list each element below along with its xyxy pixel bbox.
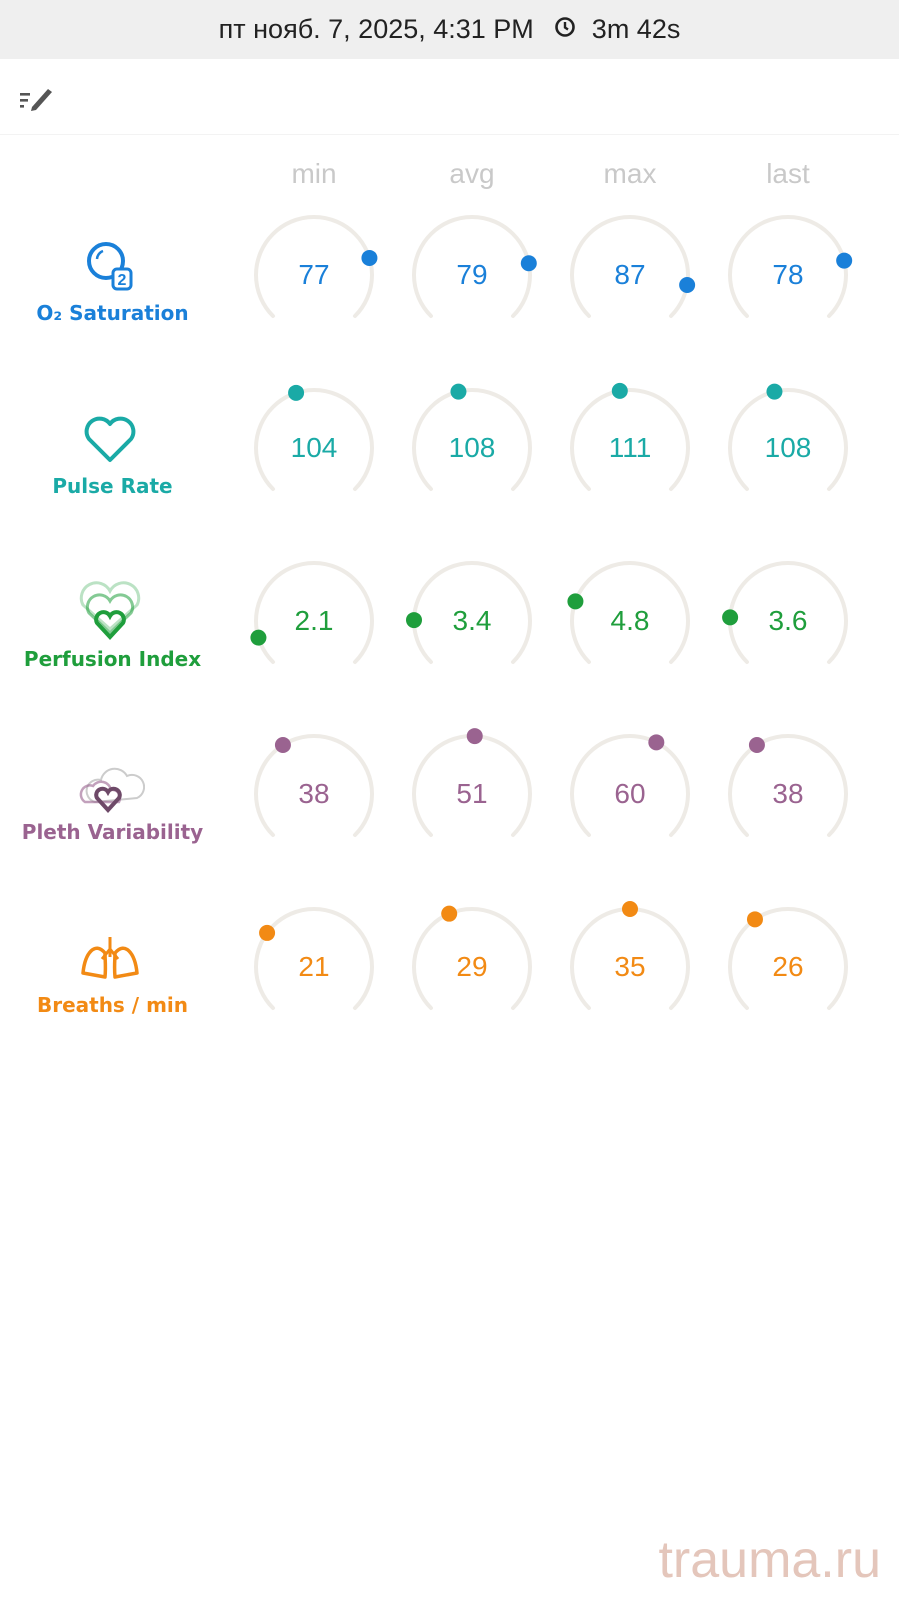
gauge-pulse-avg[interactable]: 108 — [402, 378, 542, 518]
column-header-last: last — [766, 158, 810, 189]
gauge-value: 51 — [456, 778, 488, 809]
column-header-avg: avg — [449, 158, 495, 189]
gauge-value: 79 — [456, 259, 488, 290]
gauge-value: 21 — [298, 951, 330, 982]
gauge-track — [254, 907, 374, 1011]
gauge-value: 87 — [614, 259, 646, 290]
gauge-track — [254, 734, 374, 838]
gauge-value: 35 — [614, 951, 646, 982]
layered-hearts-icon — [75, 581, 145, 641]
gauge-value: 26 — [772, 951, 804, 982]
gauge-track — [412, 215, 532, 319]
gauge-o2-avg[interactable]: 79 — [402, 205, 542, 345]
gauge-pleth-max[interactable]: 60 — [560, 724, 700, 864]
gauge-indicator-dot — [836, 252, 853, 269]
gauge-indicator-dot — [766, 383, 783, 400]
gauge-value: 104 — [290, 432, 338, 463]
clock-icon — [554, 14, 576, 45]
gauge-indicator-dot — [288, 384, 305, 401]
gauge-value: 60 — [614, 778, 646, 809]
gauge-indicator-dot — [520, 255, 537, 272]
toolbar — [0, 59, 899, 135]
gauge-value: 111 — [608, 432, 652, 463]
gauge-indicator-dot — [722, 609, 739, 626]
gauge-track — [728, 215, 848, 319]
gauge-indicator-dot — [748, 737, 765, 754]
gauge-track — [254, 561, 374, 665]
metric-label-breaths: Breaths / min — [36, 993, 189, 1017]
gauge-indicator-dot — [361, 249, 378, 266]
gauge-value: 3.6 — [768, 605, 808, 636]
gauge-track — [728, 907, 848, 1011]
gauge-indicator-dot — [679, 276, 696, 293]
gauge-pleth-min[interactable]: 38 — [244, 724, 384, 864]
gauge-track — [728, 388, 848, 492]
gauge-pleth-last[interactable]: 38 — [718, 724, 858, 864]
gauge-track — [412, 907, 532, 1011]
gauge-indicator-dot — [441, 905, 458, 922]
gauge-track — [254, 388, 374, 492]
gauge-indicator-dot — [466, 728, 483, 745]
gauge-track — [570, 561, 690, 665]
gauge-track — [412, 388, 532, 492]
gauge-pleth-avg[interactable]: 51 — [402, 724, 542, 864]
metric-label-perfusion: Perfusion Index — [23, 647, 202, 671]
gauge-indicator-dot — [250, 629, 267, 646]
gauge-track — [728, 734, 848, 838]
gauge-indicator-dot — [259, 924, 276, 941]
gauge-value: 4.8 — [610, 605, 650, 636]
gauge-breaths-avg[interactable]: 29 — [402, 897, 542, 1037]
metric-label-pulse: Pulse Rate — [52, 474, 173, 498]
gauge-value: 3.4 — [452, 605, 492, 636]
heart-icon — [75, 408, 145, 468]
gauge-breaths-min[interactable]: 21 — [244, 897, 384, 1037]
gauge-indicator-dot — [450, 383, 467, 400]
edit-list-icon — [20, 89, 52, 111]
gauge-perfusion-min[interactable]: 2.1 — [244, 551, 384, 691]
o2-bubble-icon: 2 — [75, 235, 145, 295]
cloud-heart-icon — [75, 754, 146, 814]
column-header-min: min — [291, 158, 337, 189]
session-duration: 3m 42s — [591, 14, 681, 44]
gauge-breaths-last[interactable]: 26 — [718, 897, 858, 1037]
gauge-pulse-last[interactable]: 108 — [718, 378, 858, 518]
metric-label-o2: O₂ Saturation — [36, 301, 189, 325]
gauge-value: 38 — [772, 778, 804, 809]
gauge-o2-min[interactable]: 77 — [244, 205, 384, 345]
column-header-max: max — [603, 158, 657, 189]
gauge-perfusion-max[interactable]: 4.8 — [560, 551, 700, 691]
gauge-breaths-max[interactable]: 35 — [560, 897, 700, 1037]
gauge-perfusion-avg[interactable]: 3.4 — [402, 551, 542, 691]
svg-text:2: 2 — [118, 272, 127, 289]
gauge-value: 38 — [298, 778, 330, 809]
metric-label-pleth: Pleth Variability — [21, 820, 204, 844]
gauge-pulse-max[interactable]: 111 — [560, 378, 700, 518]
edit-list-button[interactable] — [18, 83, 58, 113]
gauge-value: 77 — [298, 259, 330, 290]
gauge-value: 2.1 — [294, 605, 334, 636]
gauge-o2-last[interactable]: 78 — [718, 205, 858, 345]
gauge-value: 108 — [448, 432, 496, 463]
gauge-pulse-min[interactable]: 104 — [244, 378, 384, 518]
gauge-indicator-dot — [406, 612, 423, 629]
datetime: пт нояб. 7, 2025, 4:31 PM — [218, 14, 534, 44]
gauge-indicator-dot — [648, 734, 665, 751]
gauge-indicator-dot — [746, 911, 763, 928]
status-bar: пт нояб. 7, 2025, 4:31 PM 3m 42s — [0, 0, 899, 59]
gauge-track — [570, 734, 690, 838]
gauge-indicator-dot — [611, 382, 628, 399]
gauge-indicator-dot — [274, 737, 291, 754]
gauge-o2-max[interactable]: 87 — [560, 205, 700, 345]
gauge-value: 108 — [764, 432, 812, 463]
gauge-track — [570, 388, 690, 492]
gauge-track — [254, 215, 374, 319]
gauge-indicator-dot — [622, 901, 638, 917]
gauge-indicator-dot — [567, 593, 584, 610]
lungs-icon — [75, 927, 145, 987]
gauge-perfusion-last[interactable]: 3.6 — [718, 551, 858, 691]
gauge-value: 78 — [772, 259, 804, 290]
watermark: trauma.ru — [658, 1531, 881, 1589]
gauge-value: 29 — [456, 951, 488, 982]
